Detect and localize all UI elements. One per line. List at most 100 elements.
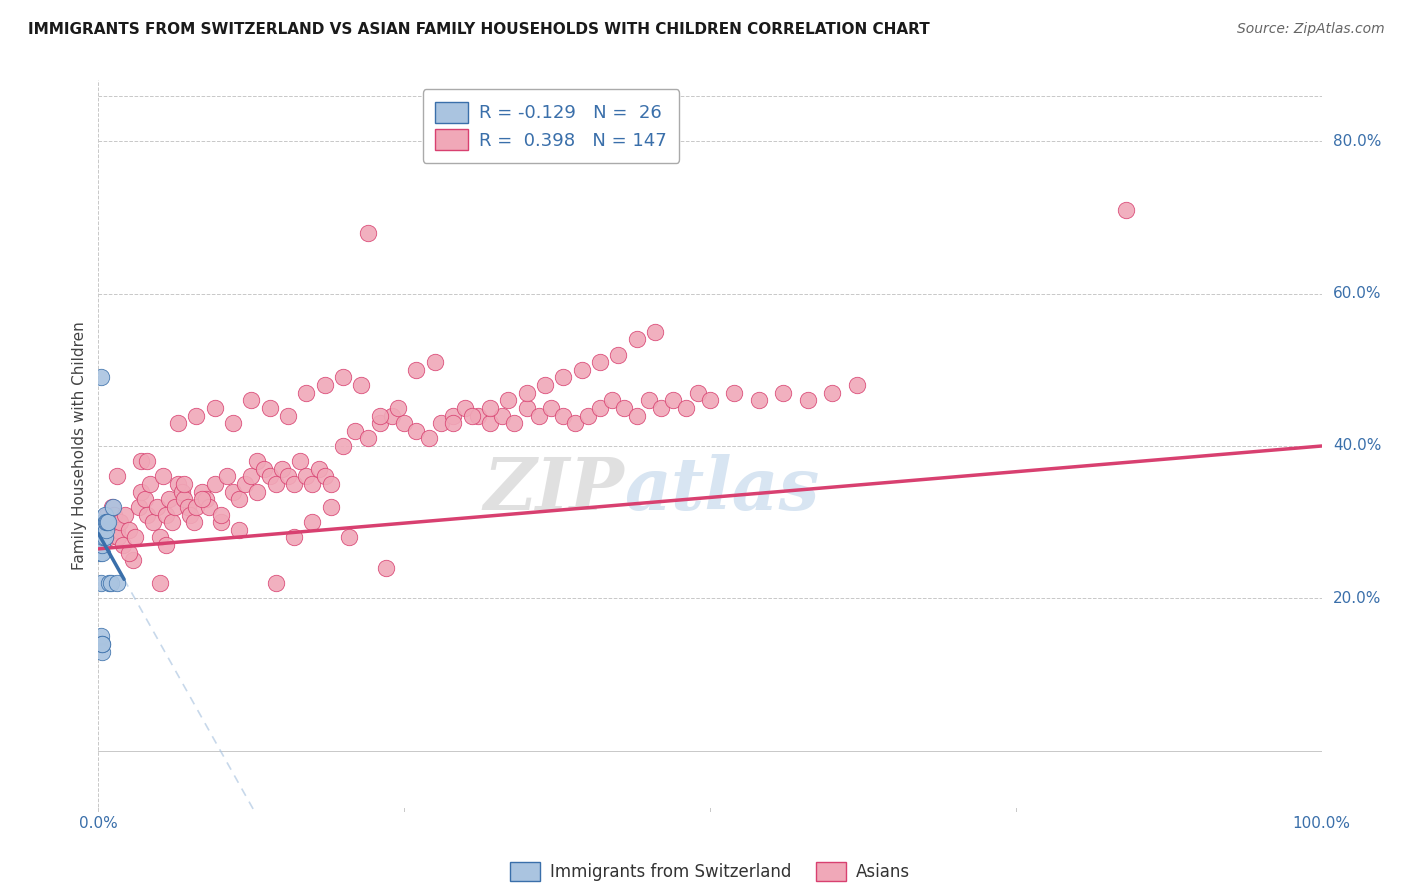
Point: [215, 469, 238, 483]
Point: [149, 530, 172, 544]
Point: [626, 409, 648, 423]
Point: [209, 508, 232, 522]
Point: [308, 462, 330, 476]
Point: [540, 401, 562, 415]
Point: [356, 431, 378, 445]
Point: [110, 515, 132, 529]
Point: [129, 454, 152, 468]
Text: IMMIGRANTS FROM SWITZERLAND VS ASIAN FAMILY HOUSEHOLDS WITH CHILDREN CORRELATION: IMMIGRANTS FROM SWITZERLAND VS ASIAN FAM…: [28, 22, 929, 37]
Point: [91, 523, 114, 537]
Point: [105, 523, 128, 537]
Point: [772, 385, 794, 400]
Point: [91, 523, 114, 537]
Point: [319, 477, 342, 491]
Point: [100, 576, 122, 591]
Point: [97, 515, 120, 529]
Point: [90, 370, 112, 384]
Point: [91, 538, 114, 552]
Point: [589, 401, 612, 415]
Point: [118, 523, 141, 537]
Point: [105, 576, 128, 591]
Point: [93, 530, 115, 544]
Point: [301, 515, 323, 529]
Point: [228, 492, 250, 507]
Point: [91, 637, 114, 651]
Point: [392, 416, 416, 430]
Text: ZIP: ZIP: [484, 454, 624, 525]
Point: [283, 477, 305, 491]
Point: [97, 515, 120, 529]
Point: [186, 409, 208, 423]
Point: [246, 454, 269, 468]
Point: [637, 393, 661, 408]
Point: [454, 401, 477, 415]
Point: [534, 378, 557, 392]
Point: [478, 401, 501, 415]
Point: [183, 515, 205, 529]
Point: [491, 409, 513, 423]
Point: [124, 530, 146, 544]
Point: [204, 401, 226, 415]
Point: [686, 385, 709, 400]
Point: [136, 454, 159, 468]
Point: [277, 409, 299, 423]
Point: [350, 378, 373, 392]
Point: [515, 385, 537, 400]
Point: [173, 477, 195, 491]
Point: [301, 477, 323, 491]
Point: [264, 576, 287, 591]
Point: [90, 630, 112, 644]
Point: [89, 538, 111, 552]
Point: [264, 477, 287, 491]
Point: [107, 530, 129, 544]
Point: [240, 393, 263, 408]
Point: [527, 409, 550, 423]
Point: [295, 469, 318, 483]
Point: [319, 500, 342, 514]
Point: [173, 492, 195, 507]
Point: [374, 561, 396, 575]
Point: [259, 469, 281, 483]
Point: [821, 385, 844, 400]
Point: [209, 515, 232, 529]
Point: [344, 424, 367, 438]
Point: [96, 508, 118, 522]
Y-axis label: Family Households with Children: Family Households with Children: [72, 322, 87, 570]
Point: [101, 500, 124, 514]
Point: [405, 363, 427, 377]
Point: [170, 484, 193, 499]
Point: [91, 530, 114, 544]
Point: [94, 523, 117, 537]
Point: [128, 500, 150, 514]
Point: [134, 492, 156, 507]
Point: [277, 469, 299, 483]
Point: [105, 469, 128, 483]
Point: [222, 484, 245, 499]
Point: [270, 462, 294, 476]
Point: [90, 637, 112, 651]
Point: [90, 530, 112, 544]
Point: [114, 508, 136, 522]
Point: [91, 546, 114, 560]
Point: [662, 393, 685, 408]
Text: atlas: atlas: [624, 454, 820, 525]
Point: [146, 500, 169, 514]
Point: [186, 500, 208, 514]
Point: [91, 645, 114, 659]
Point: [93, 515, 115, 529]
Point: [613, 401, 636, 415]
Point: [356, 226, 378, 240]
Point: [91, 530, 114, 544]
Point: [571, 363, 593, 377]
Point: [644, 325, 666, 339]
Point: [405, 424, 427, 438]
Point: [240, 469, 263, 483]
Point: [197, 500, 219, 514]
Point: [589, 355, 612, 369]
Point: [845, 378, 868, 392]
Point: [89, 530, 111, 544]
Point: [96, 515, 118, 529]
Point: [295, 385, 318, 400]
Point: [441, 409, 464, 423]
Text: 40.0%: 40.0%: [1333, 439, 1381, 453]
